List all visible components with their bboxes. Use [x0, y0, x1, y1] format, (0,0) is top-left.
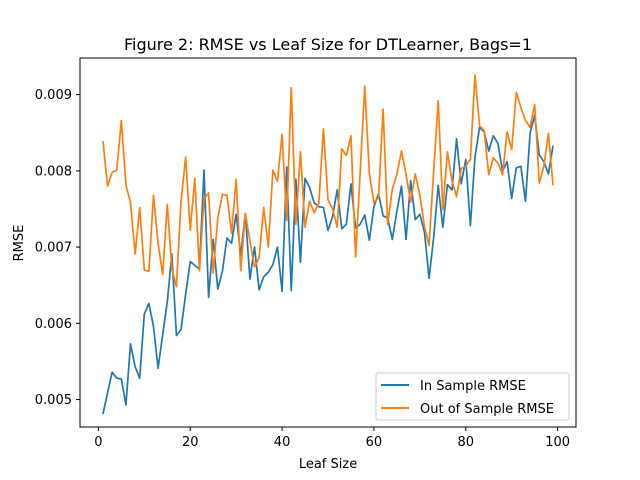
series-line-out-of-sample — [102, 73, 554, 288]
x-axis-label: Leaf Size — [299, 457, 357, 472]
x-tick-label: 0 — [94, 435, 102, 450]
x-axis: 0 20 40 60 80 100 — [94, 427, 570, 450]
series-line-in-sample — [102, 114, 554, 415]
plot-frame — [79, 57, 577, 428]
x-tick-label: 100 — [545, 435, 570, 450]
y-axis-label: RMSE — [12, 225, 27, 262]
legend: In Sample RMSE Out of Sample RMSE — [375, 372, 570, 421]
legend-label-out-of-sample: Out of Sample RMSE — [420, 402, 554, 417]
x-tick-label: 60 — [366, 435, 383, 450]
chart-title: Figure 2: RMSE vs Leaf Size for DTLearne… — [124, 35, 532, 54]
x-tick-label: 80 — [458, 435, 475, 450]
x-tick-label: 20 — [182, 435, 199, 450]
x-tick-label: 40 — [274, 435, 291, 450]
legend-box — [375, 372, 570, 421]
y-tick-label: 0.008 — [35, 164, 72, 179]
plot-lines — [102, 73, 554, 415]
y-tick-label: 0.006 — [35, 317, 72, 332]
legend-label-in-sample: In Sample RMSE — [420, 379, 526, 394]
y-tick-label: 0.009 — [35, 88, 72, 103]
y-tick-label: 0.007 — [35, 241, 72, 256]
y-axis: 0.005 0.006 0.007 0.008 0.009 — [35, 88, 80, 408]
y-tick-label: 0.005 — [35, 393, 72, 408]
